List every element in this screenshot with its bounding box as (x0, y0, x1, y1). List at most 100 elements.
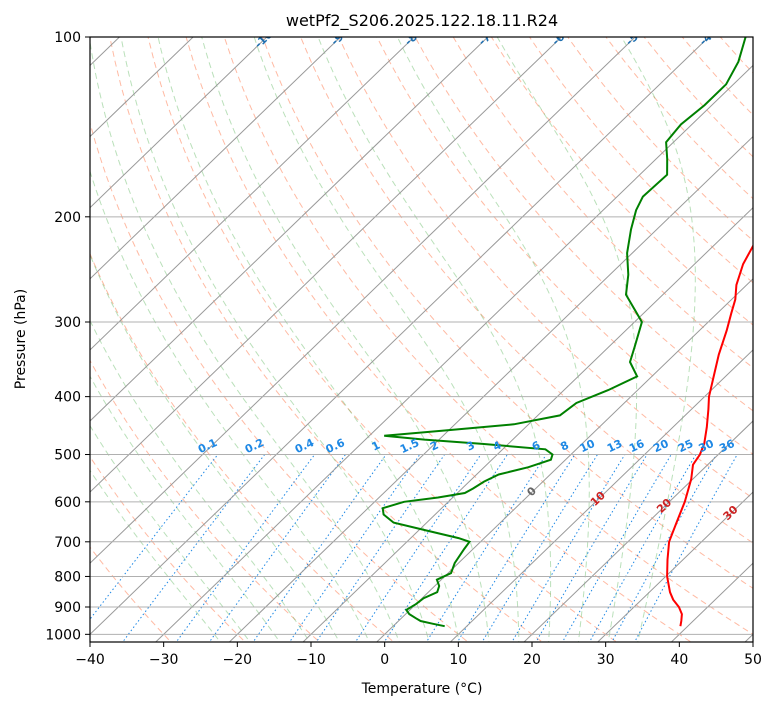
isotherm-line (376, 278, 753, 642)
x-axis-ticks: −40 −30 −20 −10 0 10 20 30 40 50 (75, 642, 762, 668)
x-axis-title: Temperature (°C) (361, 681, 483, 697)
moist-adiabat-line (157, 37, 460, 642)
x-tick-label: 40 (670, 652, 688, 668)
y-axis-ticks: 1000 900 800 700 600 500 400 300 200 100 (45, 30, 90, 643)
x-tick-label: 50 (744, 652, 762, 668)
y-tick-label: 100 (54, 30, 81, 46)
isotherm-label: -60 (549, 25, 573, 48)
mixing-ratio-line (535, 454, 648, 642)
moist-adiabat-line (317, 37, 552, 642)
moist-adiabat-line (90, 375, 281, 642)
isotherm-line (90, 37, 415, 351)
dry-adiabat-line (185, 37, 692, 642)
y-tick-label: 400 (54, 390, 81, 406)
isotherm-line (228, 135, 753, 642)
moist-adiabat-line (496, 37, 638, 642)
y-tick-label: 700 (54, 535, 81, 551)
isotherm-label: -80 (402, 25, 426, 48)
x-tick-label: −30 (149, 652, 179, 668)
mixing-ratio-label: 30 (697, 437, 717, 455)
x-tick-label: 20 (523, 652, 541, 668)
isotherm-line (302, 206, 753, 642)
mixing-ratio-line (425, 454, 547, 642)
mixing-ratio-line (456, 454, 576, 642)
y-tick-label: 1000 (45, 627, 81, 643)
dry-adiabats (90, 37, 753, 642)
y-tick-label: 200 (54, 210, 81, 226)
dry-adiabat-line (90, 455, 246, 642)
mixing-ratio-label: 20 (651, 437, 671, 455)
moist-adiabat-line (120, 37, 430, 642)
moist-adiabat-line (90, 469, 221, 642)
moist-adiabat-line (621, 37, 696, 642)
mixing-ratio-line (315, 454, 446, 642)
y-tick-label: 500 (54, 448, 81, 464)
mixing-ratio-line (288, 454, 421, 642)
sounding-profiles (381, 37, 753, 628)
mixing-ratio-line (511, 454, 626, 642)
moist-adiabat-line (90, 169, 370, 642)
mixing-ratio-line (90, 454, 219, 621)
isotherm-line (523, 420, 753, 642)
isotherm-line (449, 349, 753, 642)
x-tick-label: 10 (449, 652, 467, 668)
dry-adiabat-line (223, 37, 753, 635)
dry-adiabat-line (300, 37, 753, 544)
x-tick-label: −20 (223, 652, 253, 668)
mixing-ratio-line (252, 454, 387, 642)
isotherm-line (597, 491, 753, 642)
mixing-ratio-label: 13 (605, 437, 624, 455)
temperature-profile (666, 243, 753, 627)
isotherm-label: -90 (328, 25, 352, 48)
isotherm-line (90, 37, 636, 564)
plot-frame (89, 36, 754, 643)
isotherm-line (90, 37, 710, 636)
isotherm-line (90, 37, 194, 138)
y-tick-label: 800 (54, 569, 81, 585)
mixing-ratio-label: 10 (578, 437, 598, 455)
mixing-ratio-line (175, 454, 316, 642)
moist-adiabat-line (253, 37, 520, 642)
y-tick-label: 300 (54, 315, 81, 331)
dry-adiabat-line (90, 252, 395, 642)
isotherms (90, 37, 753, 642)
dewpoint-profile (381, 37, 747, 628)
moist-adiabat-line (90, 424, 251, 642)
y-tick-label: 600 (54, 495, 81, 511)
isotherm-label: -40 (697, 25, 721, 48)
dry-adiabat-line (261, 37, 753, 589)
pressure-gridlines (90, 37, 753, 635)
isotherm-line (90, 37, 268, 209)
dry-adiabat-line (338, 37, 753, 499)
y-tick-label: 900 (54, 600, 81, 616)
dry-adiabat-line (528, 37, 753, 284)
mixing-ratio-line (208, 454, 346, 642)
x-tick-label: −10 (296, 652, 326, 668)
moist-adiabat-line (90, 319, 311, 642)
x-tick-label: −40 (75, 652, 105, 668)
mixing-ratio-label: 25 (676, 437, 695, 455)
dry-adiabat-line (490, 37, 753, 326)
x-tick-label: 30 (597, 652, 615, 668)
moist-adiabat-line (90, 253, 340, 642)
chart-title: wetPf2_S206.2025.122.18.11.R24 (286, 11, 558, 31)
moist-adiabats (90, 37, 696, 642)
mixing-ratio-line (354, 454, 482, 642)
mixing-ratio-label: 16 (627, 437, 647, 455)
isotherm-line (90, 37, 342, 280)
dry-adiabat-line (90, 359, 321, 642)
moist-adiabat-line (201, 37, 490, 642)
isotherm-label: -50 (623, 25, 647, 48)
y-axis-title: Pressure (hPa) (13, 289, 29, 389)
moist-adiabat-line (396, 37, 590, 642)
plot-area: -100-90-80-70-60-50-40-30-20-10010203040… (90, 25, 753, 642)
dry-adiabat-line (109, 37, 544, 642)
isotherm-line (90, 37, 563, 493)
isotherm-line (90, 37, 489, 422)
isotherm-line (155, 64, 753, 642)
x-tick-label: 0 (380, 652, 389, 668)
mixing-ratio-label: 36 (717, 437, 737, 455)
isotherm-label: -70 (476, 25, 500, 48)
